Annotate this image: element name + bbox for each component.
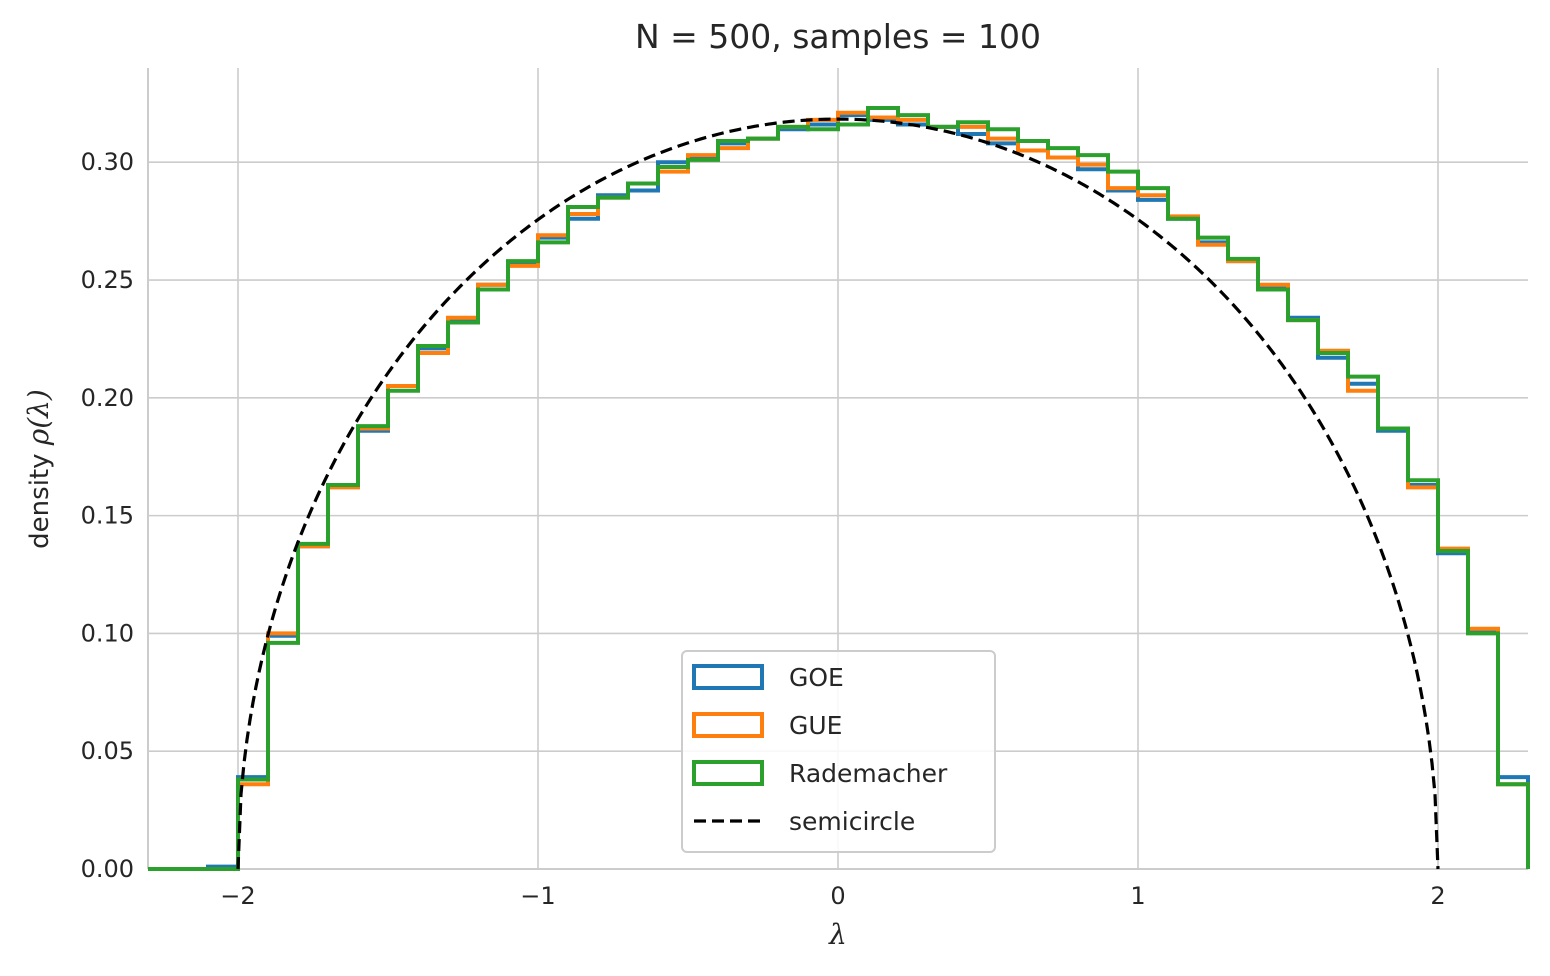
chart-title: N = 500, samples = 100 [635,17,1041,56]
y-tick-label: 0.15 [81,502,134,530]
y-axis-label-prefix: density [25,445,55,549]
series [148,106,1530,871]
y-tick-label: 0.25 [81,266,134,294]
legend-label-semicircle: semicircle [789,807,915,836]
y-axis-label-symbol: ρ(λ) [22,389,55,446]
rademacher-histogram [148,106,1530,871]
legend-items: GOE GUE Rademacher semicircle [692,663,948,836]
y-axis-label: density ρ(λ) [22,389,55,549]
y-tick-labels: 0.00 0.05 0.10 0.15 0.20 0.25 0.30 [81,148,134,883]
legend-swatch-gue [692,712,764,738]
x-tick-label: 2 [1430,882,1445,910]
y-tick-label: 0.20 [81,384,134,412]
x-axis-label: λ [828,918,847,951]
legend-swatch-rademacher [692,760,764,786]
x-tick-label: 1 [1130,882,1145,910]
y-tick-label: 0.10 [81,619,134,647]
x-tick-label: −1 [520,882,555,910]
legend: GOE GUE Rademacher semicircle [681,650,996,853]
grid [148,68,1528,869]
y-tick-label: 0.00 [81,855,134,883]
legend-label-rademacher: Rademacher [789,759,948,788]
legend-label-goe: GOE [789,663,844,692]
legend-label-gue: GUE [789,711,842,740]
x-tick-label: −2 [220,882,255,910]
legend-swatch-goe [692,664,764,690]
x-tick-labels: −2 −1 0 1 2 [220,882,1445,910]
semicircle-curve [236,117,1440,870]
y-tick-label: 0.30 [81,148,134,176]
x-tick-label: 0 [830,882,845,910]
legend-frame [681,650,996,853]
y-tick-label: 0.05 [81,737,134,765]
